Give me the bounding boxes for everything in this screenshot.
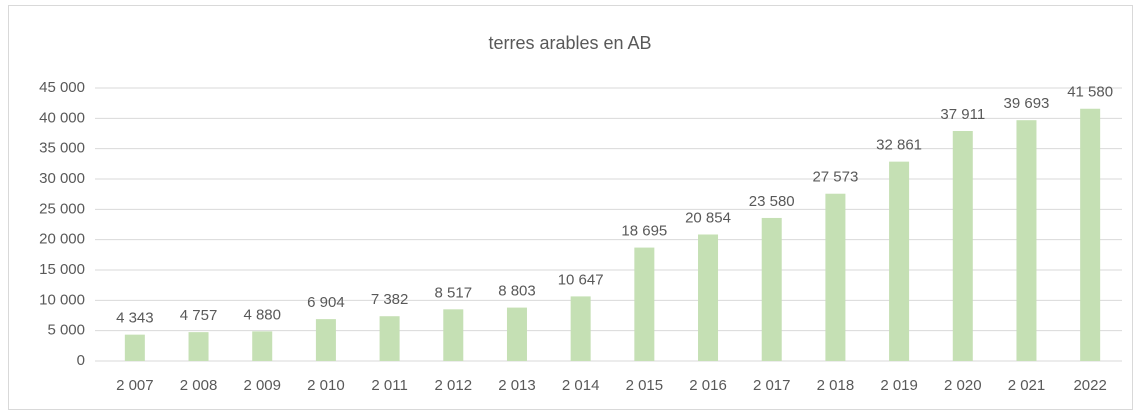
bar xyxy=(443,309,464,361)
x-tick-label: 2 019 xyxy=(880,377,918,394)
y-tick-label: 45 000 xyxy=(39,79,85,96)
bar xyxy=(570,296,591,361)
bar xyxy=(252,331,273,361)
data-label: 20 854 xyxy=(685,209,731,226)
bar xyxy=(698,234,719,361)
bar xyxy=(315,319,336,361)
x-tick-label: 2 014 xyxy=(562,377,600,394)
y-tick-label: 35 000 xyxy=(39,140,85,157)
y-tick-label: 5 000 xyxy=(47,322,85,339)
data-label: 7 382 xyxy=(371,291,409,308)
x-tick-label: 2022 xyxy=(1073,377,1106,394)
data-label: 4 880 xyxy=(243,306,281,323)
y-tick-label: 30 000 xyxy=(39,170,85,187)
y-tick-label: 40 000 xyxy=(39,109,85,126)
bar xyxy=(379,316,400,361)
bar xyxy=(634,247,655,361)
bar xyxy=(1080,108,1101,361)
data-label: 4 343 xyxy=(116,310,154,327)
data-label: 39 693 xyxy=(1004,95,1050,112)
x-tick-label: 2 009 xyxy=(243,377,281,394)
x-tick-label: 2 013 xyxy=(498,377,536,394)
y-tick-label: 20 000 xyxy=(39,231,85,248)
x-tick-label: 2 012 xyxy=(435,377,473,394)
data-label: 10 647 xyxy=(558,271,604,288)
y-tick-label: 0 xyxy=(77,352,85,369)
data-label: 8 517 xyxy=(435,284,473,301)
bar xyxy=(952,131,973,361)
x-tick-label: 2 016 xyxy=(689,377,727,394)
chart-title: terres arables en AB xyxy=(488,33,651,53)
data-label: 18 695 xyxy=(621,223,667,240)
bar xyxy=(761,217,782,361)
x-tick-label: 2 018 xyxy=(817,377,855,394)
x-tick-label: 2 007 xyxy=(116,377,154,394)
data-label: 27 573 xyxy=(812,169,858,186)
data-label: 23 580 xyxy=(749,193,795,210)
y-tick-label: 15 000 xyxy=(39,261,85,278)
data-label: 41 580 xyxy=(1067,84,1113,101)
data-label: 8 803 xyxy=(498,283,536,300)
x-tick-label: 2 011 xyxy=(371,377,407,394)
data-label: 32 861 xyxy=(876,137,922,154)
data-label: 37 911 xyxy=(940,106,985,123)
y-tick-label: 25 000 xyxy=(39,200,85,217)
x-tick-label: 2 008 xyxy=(180,377,218,394)
x-tick-label: 2 020 xyxy=(944,377,982,394)
bar xyxy=(889,161,910,361)
bar xyxy=(506,307,527,361)
x-tick-label: 2 017 xyxy=(753,377,791,394)
data-label: 4 757 xyxy=(180,307,218,324)
x-tick-label: 2 021 xyxy=(1008,377,1046,394)
bar xyxy=(825,193,846,361)
data-label: 6 904 xyxy=(307,294,345,311)
x-tick-label: 2 015 xyxy=(626,377,664,394)
bar xyxy=(188,332,209,361)
bar xyxy=(1016,120,1037,361)
x-tick-label: 2 010 xyxy=(307,377,345,394)
y-tick-label: 10 000 xyxy=(39,291,85,308)
bar xyxy=(124,334,145,361)
